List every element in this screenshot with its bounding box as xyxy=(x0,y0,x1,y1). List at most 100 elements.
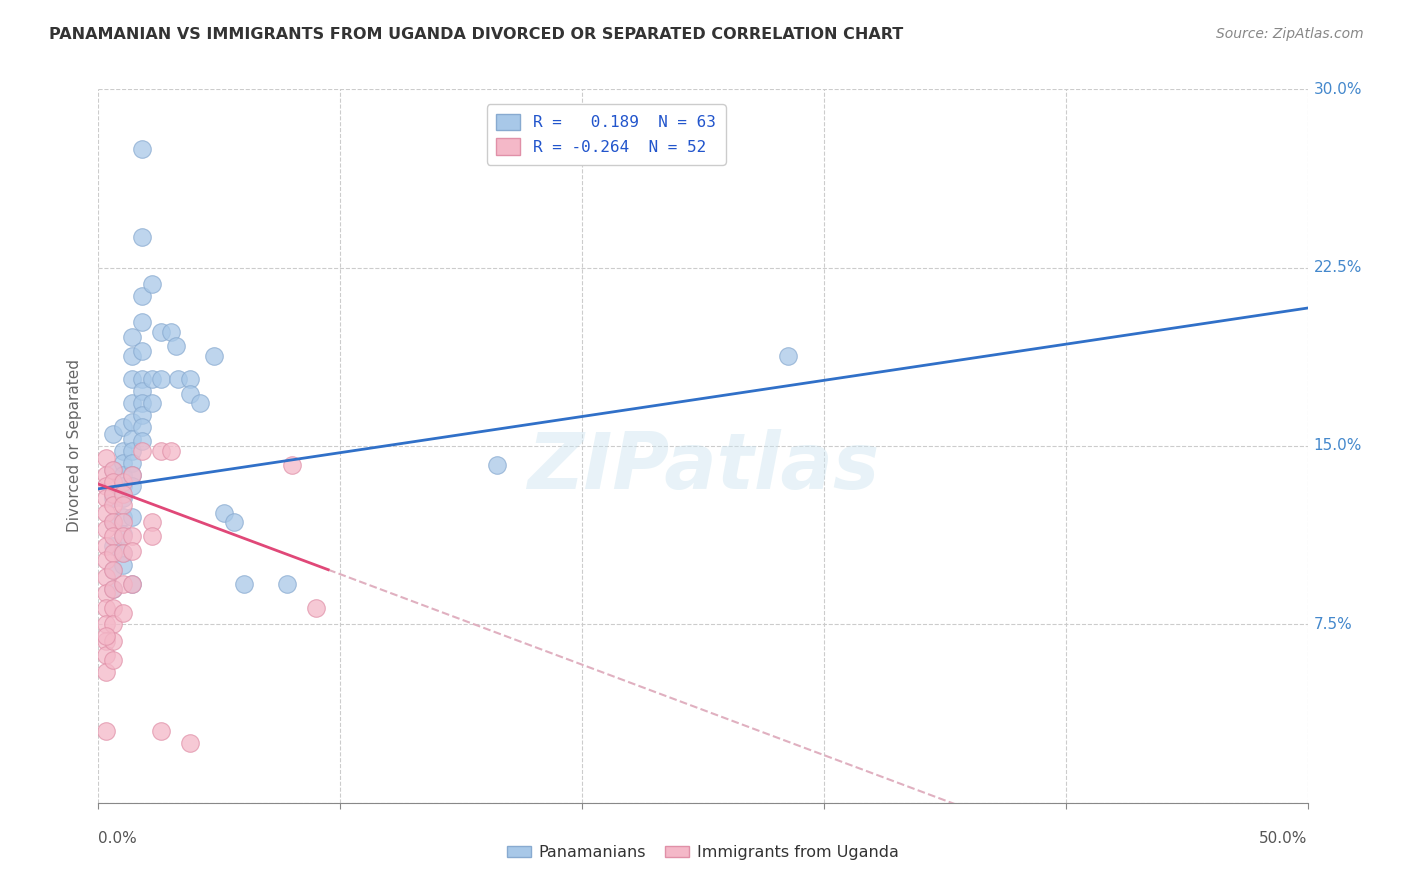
Point xyxy=(111,527,134,541)
Text: 7.5%: 7.5% xyxy=(1313,617,1353,632)
Point xyxy=(111,467,134,482)
Text: ZIPatlas: ZIPatlas xyxy=(527,429,879,506)
Point xyxy=(94,506,117,520)
Point xyxy=(131,343,153,358)
Point xyxy=(167,372,190,386)
Point xyxy=(121,432,143,446)
Point xyxy=(276,577,298,591)
Point xyxy=(222,515,245,529)
Point xyxy=(204,349,226,363)
Point xyxy=(131,420,153,434)
Point xyxy=(486,458,509,472)
Point xyxy=(111,510,134,524)
Point xyxy=(150,325,173,339)
Point xyxy=(121,372,143,386)
Point xyxy=(179,736,201,750)
Point xyxy=(131,315,153,329)
Point xyxy=(101,491,124,506)
Point xyxy=(121,529,143,543)
Text: 0.0%: 0.0% xyxy=(98,831,138,847)
Point xyxy=(94,648,117,663)
Point xyxy=(94,724,117,739)
Point xyxy=(121,577,143,591)
Point xyxy=(101,463,124,477)
Text: 50.0%: 50.0% xyxy=(1260,831,1308,847)
Point xyxy=(101,600,124,615)
Point xyxy=(94,522,117,536)
Point xyxy=(94,539,117,553)
Point xyxy=(101,515,124,529)
Point xyxy=(101,582,124,596)
Point xyxy=(150,443,173,458)
Point xyxy=(121,467,143,482)
Point xyxy=(141,277,163,292)
Point xyxy=(121,349,143,363)
Point xyxy=(160,443,183,458)
Point xyxy=(94,586,117,600)
Point xyxy=(150,724,173,739)
Point xyxy=(121,543,143,558)
Point xyxy=(111,456,134,470)
Point xyxy=(121,510,143,524)
Point xyxy=(179,372,201,386)
Point xyxy=(94,629,117,643)
Point xyxy=(94,467,117,482)
Point xyxy=(94,634,117,648)
Point xyxy=(188,396,211,410)
Point xyxy=(281,458,304,472)
Point xyxy=(141,372,163,386)
Point xyxy=(94,600,117,615)
Point xyxy=(94,665,117,679)
Point xyxy=(131,229,153,244)
Point xyxy=(94,450,117,465)
Point xyxy=(111,577,134,591)
Point xyxy=(141,396,163,410)
Point xyxy=(111,529,134,543)
Point xyxy=(232,577,254,591)
Point xyxy=(179,386,201,401)
Point xyxy=(111,443,134,458)
Point xyxy=(101,634,124,648)
Point xyxy=(101,427,124,442)
Text: Source: ZipAtlas.com: Source: ZipAtlas.com xyxy=(1216,27,1364,41)
Point xyxy=(101,529,124,543)
Point xyxy=(121,443,143,458)
Legend: Panamanians, Immigrants from Uganda: Panamanians, Immigrants from Uganda xyxy=(501,838,905,866)
Point xyxy=(101,653,124,667)
Point xyxy=(131,372,153,386)
Text: PANAMANIAN VS IMMIGRANTS FROM UGANDA DIVORCED OR SEPARATED CORRELATION CHART: PANAMANIAN VS IMMIGRANTS FROM UGANDA DIV… xyxy=(49,27,904,42)
Text: 30.0%: 30.0% xyxy=(1313,82,1362,96)
Point xyxy=(141,529,163,543)
Point xyxy=(131,408,153,422)
Point xyxy=(131,443,153,458)
Point xyxy=(305,600,328,615)
Point xyxy=(111,486,134,500)
Point xyxy=(131,384,153,399)
Point xyxy=(101,475,124,489)
Point xyxy=(150,372,173,386)
Point xyxy=(131,289,153,303)
Point xyxy=(131,142,153,156)
Point xyxy=(101,563,124,577)
Point xyxy=(101,499,124,513)
Point xyxy=(111,546,134,560)
Point xyxy=(121,415,143,429)
Point xyxy=(101,515,124,529)
Point xyxy=(101,546,124,560)
Point xyxy=(101,563,124,577)
Point xyxy=(131,396,153,410)
Text: 15.0%: 15.0% xyxy=(1313,439,1362,453)
Point xyxy=(101,582,124,596)
Point xyxy=(94,570,117,584)
Text: 22.5%: 22.5% xyxy=(1313,260,1362,275)
Point xyxy=(111,606,134,620)
Point xyxy=(212,506,235,520)
Y-axis label: Divorced or Separated: Divorced or Separated xyxy=(67,359,83,533)
Point xyxy=(94,491,117,506)
Point xyxy=(101,463,124,477)
Point xyxy=(121,467,143,482)
Point xyxy=(94,617,117,632)
Point xyxy=(94,479,117,493)
Point xyxy=(121,329,143,343)
Point xyxy=(111,475,134,489)
